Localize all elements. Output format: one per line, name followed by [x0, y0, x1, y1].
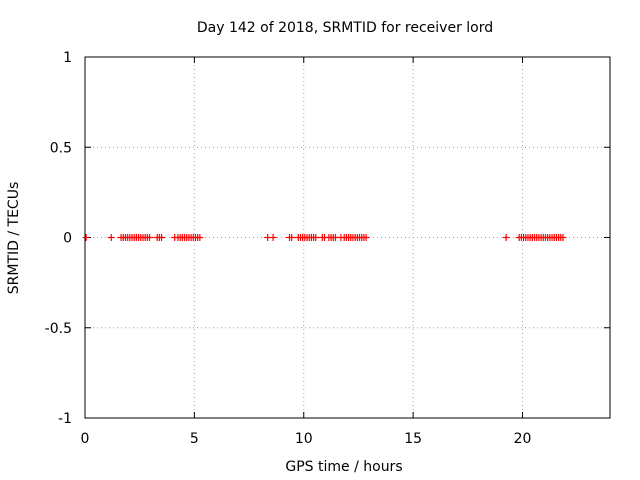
x-tick-label: 15 [404, 431, 422, 447]
x-tick-label: 5 [190, 431, 199, 447]
data-point [196, 234, 204, 241]
data-point [158, 234, 166, 241]
y-tick-label: 0.5 [50, 140, 72, 156]
data-point [362, 234, 370, 241]
x-axis-label: GPS time / hours [285, 459, 402, 475]
y-tick-label: -1 [58, 411, 72, 427]
x-tick-label: 0 [81, 431, 90, 447]
data-point [288, 234, 296, 241]
series-srmtid [82, 234, 567, 241]
data-point [559, 234, 567, 241]
chart-title: Day 142 of 2018, SRMTID for receiver lor… [197, 20, 493, 36]
y-tick-label: 1 [63, 50, 72, 66]
y-axis-label: SRMTID / TECUs [6, 182, 22, 295]
data-point [146, 234, 154, 241]
x-axis: 0 5 10 15 20 [81, 57, 532, 447]
data-point [312, 234, 320, 241]
y-tick-label: -0.5 [45, 321, 72, 337]
x-tick-label: 10 [295, 431, 313, 447]
data-point [502, 234, 510, 241]
data-point [107, 234, 115, 241]
x-tick-label: 20 [514, 431, 532, 447]
y-tick-label: 0 [63, 231, 72, 247]
data-point [269, 234, 277, 241]
data-point [82, 234, 90, 241]
